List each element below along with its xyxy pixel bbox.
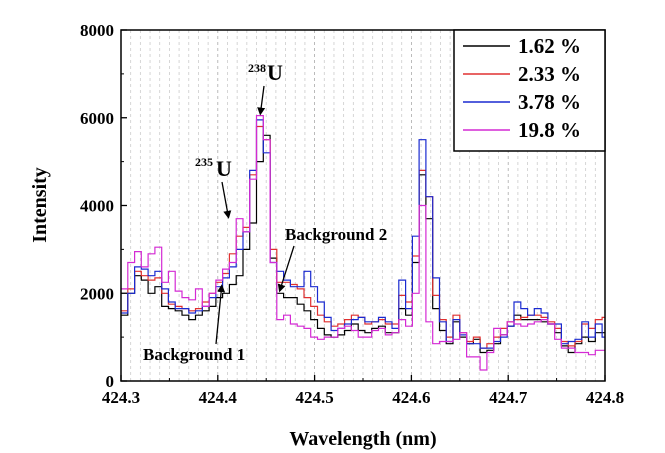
x-tick-label: 424.7 <box>489 388 528 407</box>
x-tick-label: 424.5 <box>295 388 333 407</box>
x-tick-label: 424.4 <box>199 388 238 407</box>
x-tick-label: 424.8 <box>586 388 624 407</box>
u238-label: U <box>267 60 283 85</box>
legend-label: 3.78 % <box>518 90 581 114</box>
series-line-4 <box>121 115 605 371</box>
background-2-label: Background 2 <box>285 225 387 244</box>
series-lines <box>121 115 605 371</box>
legend-label: 19.8 % <box>518 118 581 142</box>
u235-mass-number: 235 <box>195 155 213 169</box>
y-tick-label: 0 <box>106 372 115 391</box>
annotation-arrow <box>215 284 226 345</box>
y-tick-label: 2000 <box>80 284 114 303</box>
y-tick-label: 8000 <box>80 21 114 40</box>
x-axis-title: Wavelength (nm) <box>289 428 436 450</box>
annotation-arrow <box>221 181 232 219</box>
annotation-arrow <box>257 85 266 116</box>
x-tick-label: 424.3 <box>102 388 140 407</box>
legend-box <box>453 29 606 152</box>
annotation-arrow <box>277 245 295 293</box>
legend-label: 1.62 % <box>518 34 581 58</box>
legend: 1.62 % 2.33 % 3.78 % 19.8 % <box>453 29 606 152</box>
y-axis-title: Intensity <box>29 167 51 243</box>
axis-ticks: 424.3 424.4 424.5 424.6 424.7 424.8 0 2000 4000 6… <box>80 21 624 407</box>
x-tick-label: 424.6 <box>392 388 430 407</box>
u235-label: U <box>216 156 232 181</box>
series-line-3 <box>121 119 605 349</box>
y-tick-label: 4000 <box>80 197 114 216</box>
background-1-label: Background 1 <box>143 345 245 364</box>
legend-label: 2.33 % <box>518 62 581 86</box>
y-tick-label: 6000 <box>80 109 114 128</box>
u238-mass-number: 238 <box>248 61 266 75</box>
